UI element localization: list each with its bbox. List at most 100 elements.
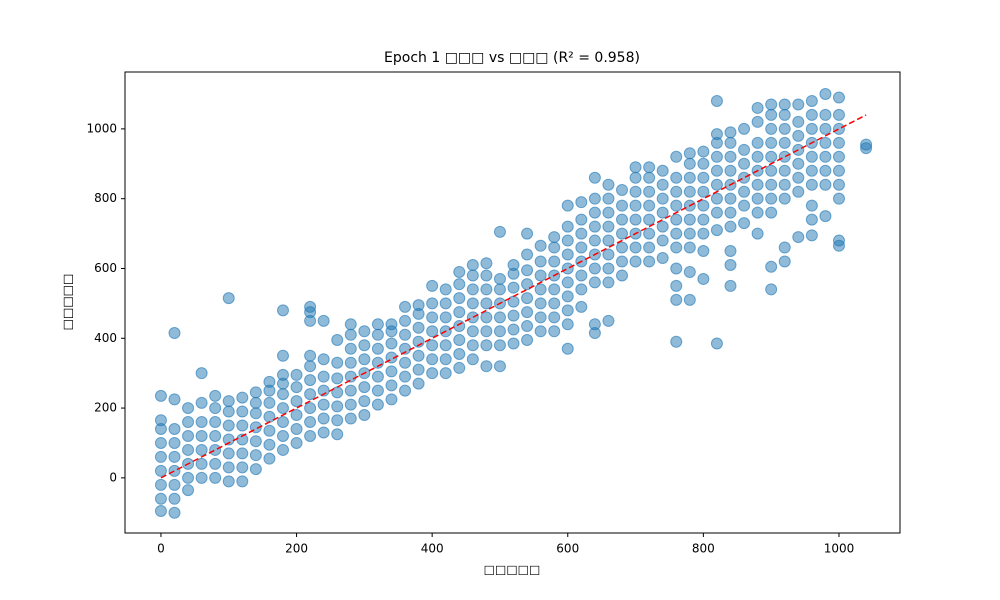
scatter-point — [548, 231, 561, 244]
scatter-point — [643, 185, 656, 198]
scatter-point — [317, 398, 330, 411]
scatter-point — [616, 227, 629, 240]
scatter-point — [249, 396, 262, 409]
scatter-point — [575, 196, 588, 209]
scatter-point — [765, 178, 778, 191]
scatter-point — [602, 178, 615, 191]
scatter-point — [819, 178, 832, 191]
scatter-point — [466, 353, 479, 366]
scatter-point — [331, 356, 344, 369]
scatter-point — [765, 192, 778, 205]
scatter-point — [358, 395, 371, 408]
scatter-point — [249, 407, 262, 420]
scatter-point — [209, 429, 222, 442]
scatter-point — [480, 339, 493, 352]
scatter-point — [480, 283, 493, 296]
scatter-point — [182, 443, 195, 456]
scatter-point — [751, 227, 764, 240]
scatter-point — [588, 192, 601, 205]
scatter-point — [317, 426, 330, 439]
scatter-point — [534, 297, 547, 310]
scatter-point — [263, 396, 276, 409]
scatter-point — [168, 450, 181, 463]
scatter-point — [670, 293, 683, 306]
scatter-point — [751, 206, 764, 219]
scatter-point — [276, 304, 289, 317]
scatter-point — [602, 314, 615, 327]
scatter-point — [493, 283, 506, 296]
scatter-point — [575, 227, 588, 240]
scatter-point — [290, 423, 303, 436]
scatter-point — [724, 220, 737, 233]
scatter-point — [290, 395, 303, 408]
scatter-point — [426, 339, 439, 352]
scatter-point — [344, 342, 357, 355]
scatter-point — [697, 245, 710, 258]
scatter-point — [724, 136, 737, 149]
scatter-point — [331, 414, 344, 427]
scatter-point — [643, 161, 656, 174]
scatter-point — [792, 115, 805, 128]
scatter-point — [534, 255, 547, 268]
scatter-point — [805, 94, 818, 107]
scatter-point — [331, 372, 344, 385]
scatter-point — [832, 108, 845, 121]
scatter-point — [195, 416, 208, 429]
scatter-point — [534, 325, 547, 338]
scatter-point — [507, 323, 520, 336]
scatter-point — [236, 391, 249, 404]
scatter-point — [493, 311, 506, 324]
scatter-point — [765, 206, 778, 219]
scatter-point — [602, 234, 615, 247]
scatter-point — [575, 241, 588, 254]
scatter-point — [738, 157, 751, 170]
scatter-point — [751, 178, 764, 191]
scatter-point — [521, 320, 534, 333]
scatter-point — [507, 281, 520, 294]
scatter-point — [616, 183, 629, 196]
scatter-point — [439, 297, 452, 310]
scatter-point — [819, 122, 832, 135]
scatter-point — [209, 389, 222, 402]
scatter-point — [358, 353, 371, 366]
scatter-point — [236, 447, 249, 460]
scatter-point — [521, 292, 534, 305]
scatter-point — [751, 115, 764, 128]
scatter-point — [629, 213, 642, 226]
scatter-point — [724, 192, 737, 205]
scatter-point — [331, 400, 344, 413]
scatter-point — [385, 379, 398, 392]
scatter-point — [588, 262, 601, 275]
scatter-point — [521, 306, 534, 319]
scatter-point — [765, 260, 778, 273]
scatter-point — [466, 297, 479, 310]
scatter-point — [724, 126, 737, 139]
scatter-point — [819, 87, 832, 100]
scatter-point — [697, 185, 710, 198]
scatter-point — [344, 398, 357, 411]
scatter-point — [832, 122, 845, 135]
scatter-point — [276, 368, 289, 381]
scatter-point — [860, 138, 873, 151]
scatter-point — [710, 206, 723, 219]
scatter-point — [426, 279, 439, 292]
scatter-point — [493, 272, 506, 285]
scatter-point — [765, 108, 778, 121]
scatter-point — [819, 136, 832, 149]
scatter-point — [222, 395, 235, 408]
scatter-point — [195, 457, 208, 470]
scatter-point — [209, 416, 222, 429]
scatter-point — [453, 347, 466, 360]
scatter-point — [738, 122, 751, 135]
scatter-point — [629, 199, 642, 212]
scatter-point — [182, 471, 195, 484]
scatter-point — [683, 147, 696, 160]
scatter-point — [670, 335, 683, 348]
scatter-point — [778, 164, 791, 177]
scatter-point — [778, 255, 791, 268]
scatter-point — [832, 136, 845, 149]
scatter-point — [371, 398, 384, 411]
scatter-point — [805, 213, 818, 226]
scatter-point — [602, 262, 615, 275]
scatter-point — [561, 248, 574, 261]
